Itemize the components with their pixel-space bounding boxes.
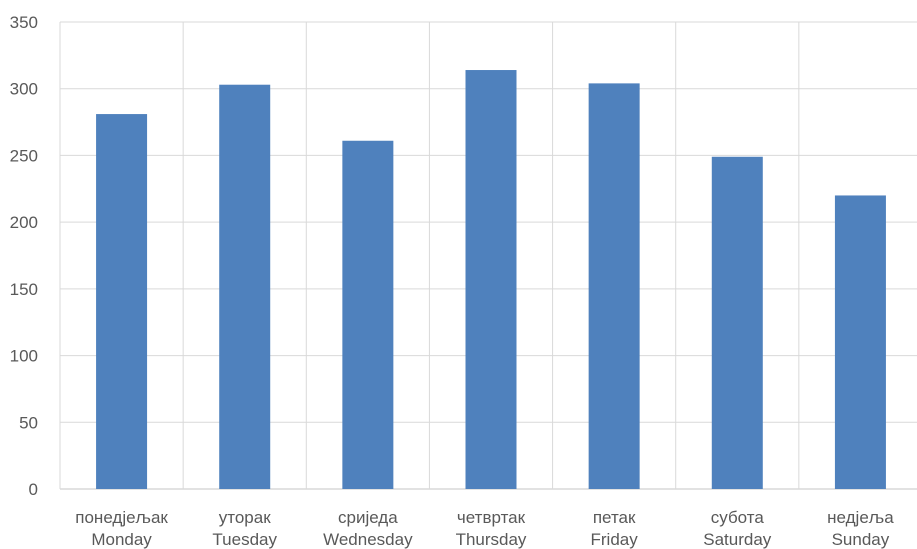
y-tick-label: 0: [29, 480, 38, 499]
x-tick-label: Monday: [91, 530, 152, 549]
x-tick-label: Wednesday: [323, 530, 413, 549]
y-tick-label: 100: [10, 347, 38, 366]
x-axis: понедјељак Monday уторак Tuesday сриједа Wedn…: [75, 508, 894, 549]
x-tick-label: Saturday: [703, 530, 772, 549]
x-tick-label: Sunday: [832, 530, 890, 549]
bar: [465, 70, 517, 489]
bar: [588, 83, 640, 490]
x-tick-label: уторак: [219, 508, 271, 527]
y-tick-label: 200: [10, 213, 38, 232]
x-tick-label: Friday: [591, 530, 639, 549]
x-tick-label: понедјељак: [75, 508, 168, 527]
y-tick-label: 50: [19, 413, 38, 432]
bar: [342, 140, 394, 489]
y-tick-label: 250: [10, 146, 38, 165]
y-tick-label: 150: [10, 280, 38, 299]
x-tick-label: субота: [711, 508, 765, 527]
x-tick-label: недјеља: [827, 508, 894, 527]
y-tick-label: 350: [10, 13, 38, 32]
bar-layer: [96, 70, 886, 490]
bar: [834, 195, 886, 489]
bar: [219, 84, 271, 489]
bar: [711, 156, 763, 489]
bar: [96, 114, 148, 490]
x-tick-label: четвртак: [457, 508, 526, 527]
y-tick-label: 300: [10, 80, 38, 99]
x-tick-label: сриједа: [338, 508, 398, 527]
y-axis: 0 50 100 150 200 250 300 350: [10, 13, 38, 499]
x-tick-label: петак: [593, 508, 636, 527]
x-tick-label: Tuesday: [212, 530, 277, 549]
x-tick-label: Thursday: [456, 530, 527, 549]
